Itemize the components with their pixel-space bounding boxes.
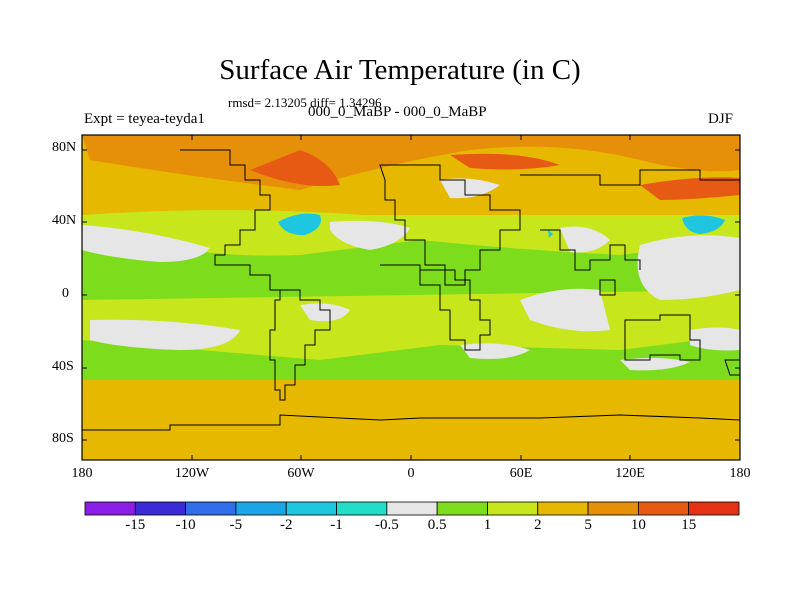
comparison-label: 000_0_MaBP - 000_0_MaBP: [308, 104, 487, 120]
x-tick-label: 0: [407, 466, 415, 481]
colorbar-swatch: [637, 501, 690, 516]
colorbar-swatch: [235, 501, 287, 516]
colorbar-label: 1: [483, 517, 492, 533]
colorbar-label: -2: [279, 517, 293, 533]
colorbar-label: -5: [229, 517, 243, 533]
y-tick-label: 40N: [52, 213, 77, 228]
y-tick-label: 0: [62, 286, 69, 301]
colorbar-swatch: [688, 501, 740, 516]
x-tick-label: 60E: [509, 466, 533, 481]
colorbar-swatch: [436, 501, 488, 516]
colorbar-label: 15: [681, 517, 697, 533]
x-tick-label: 180: [729, 466, 751, 481]
x-tick-label: 120W: [174, 466, 210, 481]
colorbar-swatch: [134, 501, 187, 516]
x-tick-label: 180: [71, 466, 93, 481]
colorbar-label: 0.5: [427, 517, 447, 533]
colorbar: [84, 501, 740, 516]
page-title: Surface Air Temperature (in C): [219, 54, 581, 86]
y-tick-label: 80N: [52, 140, 77, 155]
coastlines: [82, 149, 740, 431]
colorbar-label: 2: [534, 517, 542, 533]
y-tick-label: 80S: [52, 431, 74, 446]
colorbar-swatch: [84, 501, 136, 516]
colorbar-swatch: [386, 501, 438, 516]
y-tick-label: 40S: [52, 359, 74, 374]
stats-line: rmsd= 2.13205 diff= 1.34296: [228, 95, 382, 110]
axis-ticks: [82, 135, 740, 460]
colorbar-label: 10: [630, 517, 646, 533]
x-tick-label: 60W: [287, 466, 315, 481]
colorbar-swatch: [336, 501, 388, 516]
colorbar-swatch: [285, 501, 337, 516]
colorbar-swatch: [537, 501, 589, 516]
colorbar-label: -15: [125, 517, 146, 533]
colorbar-label: -1: [330, 517, 343, 533]
colorbar-label: -10: [175, 517, 196, 533]
experiment-label: Expt = teyea-teyda1: [84, 111, 205, 127]
colorbar-label: -0.5: [374, 517, 399, 533]
colorbar-swatch: [185, 501, 237, 516]
season-label: DJF: [708, 111, 734, 127]
x-tick-label: 120E: [615, 466, 645, 481]
colorbar-swatch: [487, 501, 539, 516]
colorbar-swatch: [587, 501, 639, 516]
colorbar-label: 5: [584, 517, 592, 533]
